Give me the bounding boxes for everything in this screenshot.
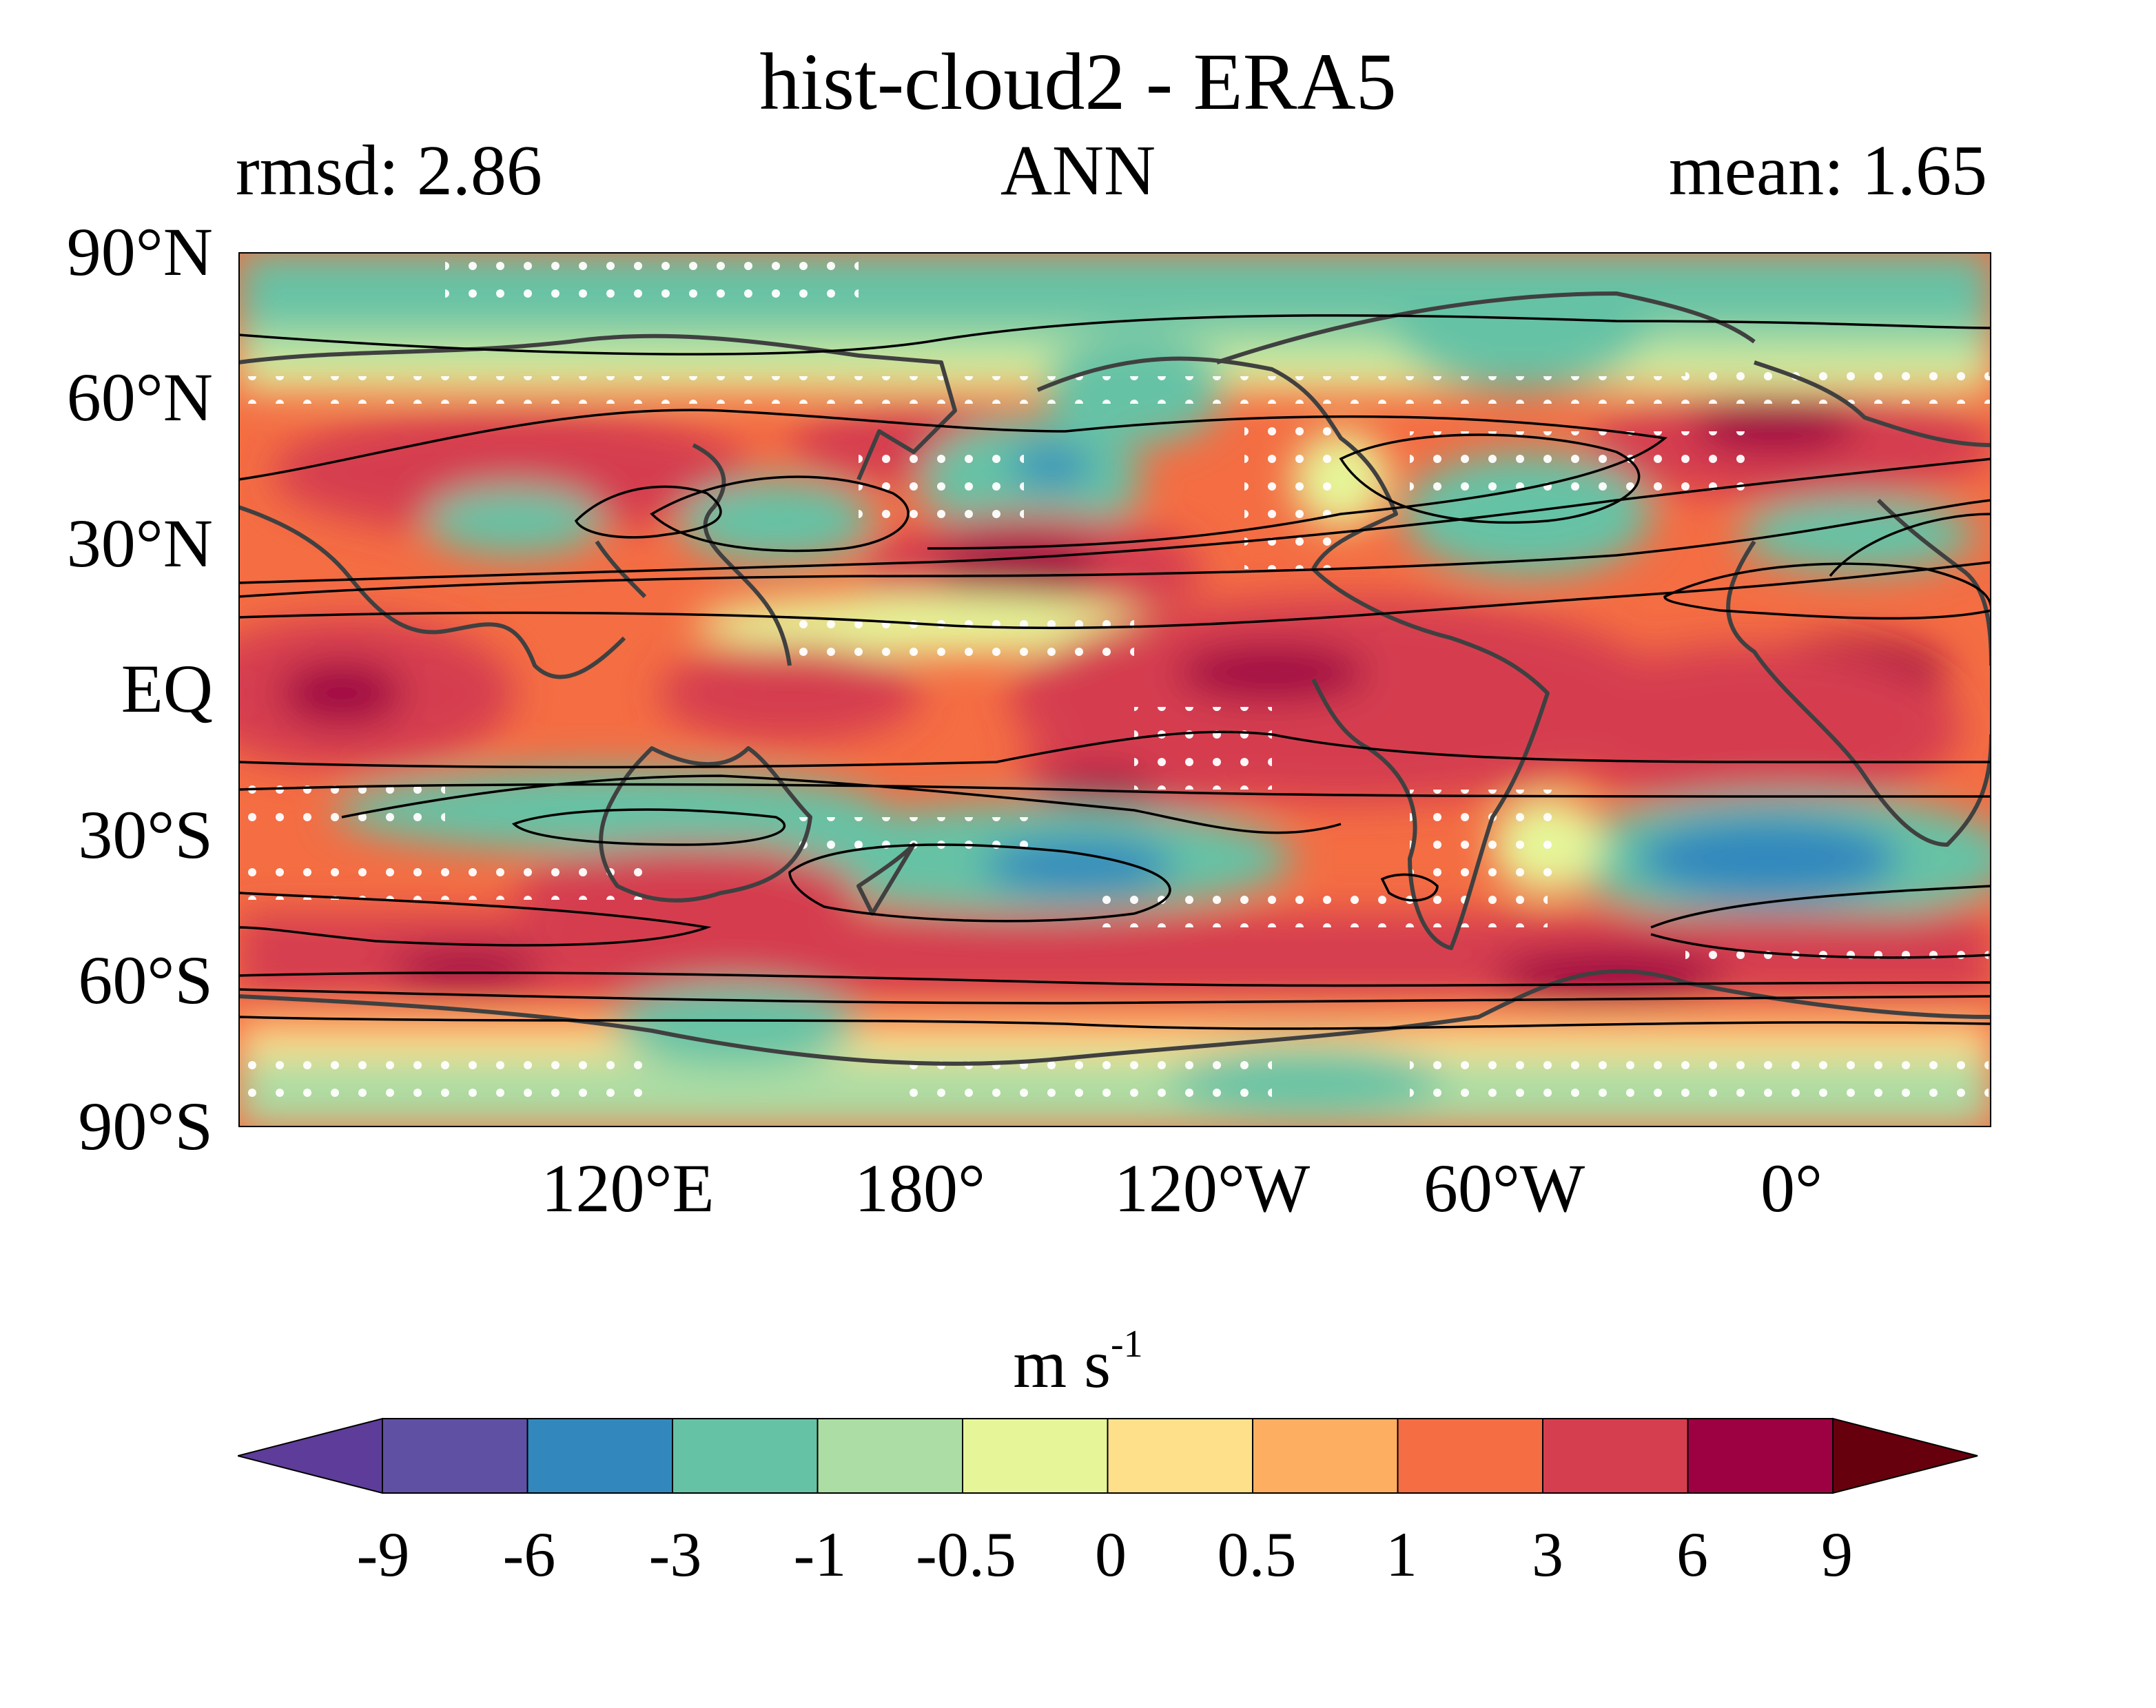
lat-tick-30n: 30°N: [66, 505, 213, 582]
lon-tick-120e: 120°E: [541, 1150, 715, 1226]
lon-tick-180: 180°: [854, 1150, 985, 1226]
lat-tick-90s: 90°S: [78, 1088, 213, 1164]
cbar-label-8: 3: [1532, 1519, 1563, 1589]
colorbar-cell-9: [1687, 1418, 1834, 1494]
colorbar-cell-6: [1252, 1418, 1399, 1494]
lon-tick-60w: 60°W: [1423, 1150, 1585, 1226]
cbar-label-10: 9: [1821, 1519, 1853, 1589]
lon-tick-120w: 120°W: [1113, 1150, 1311, 1226]
colorbar: [238, 1417, 1978, 1494]
colorbar-cell-0: [382, 1418, 528, 1494]
plot-title: hist-cloud2 - ERA5: [759, 37, 1397, 127]
colorbar-extend-high: [1832, 1417, 1978, 1494]
colorbar-cell-3: [817, 1418, 963, 1494]
lat-tick-60n: 60°N: [66, 359, 213, 435]
cbar-label-1: -6: [502, 1519, 556, 1589]
colorbar-cell-8: [1542, 1418, 1689, 1494]
lat-tick-90n: 90°N: [66, 214, 213, 290]
cbar-label-9: 6: [1676, 1519, 1708, 1589]
cbar-label-2: -3: [648, 1519, 702, 1589]
lat-tick-30s: 30°S: [78, 796, 213, 873]
lat-tick-eq: EQ: [121, 650, 213, 727]
lon-tick-0: 0°: [1760, 1150, 1823, 1226]
cbar-label-5: 0: [1095, 1519, 1127, 1589]
colorbar-cell-2: [672, 1418, 819, 1494]
colorbar-extend-low: [238, 1417, 383, 1494]
colorbar-cell-4: [962, 1418, 1109, 1494]
cbar-label-7: 1: [1386, 1519, 1417, 1589]
cbar-label-6: 0.5: [1217, 1519, 1297, 1589]
cbar-label-4: -0.5: [916, 1519, 1016, 1589]
season-label: ANN: [1000, 131, 1156, 210]
mean-label: mean: 1.65: [1668, 131, 1987, 210]
units-text: m s: [1013, 1326, 1111, 1402]
difference-map: [238, 252, 1991, 1127]
colorbar-cell-5: [1107, 1418, 1253, 1494]
lat-tick-60s: 60°S: [78, 942, 213, 1018]
units-exponent: -1: [1111, 1322, 1143, 1366]
colorbar-cell-7: [1397, 1418, 1543, 1494]
colorbar-units: m s-1: [0, 1325, 2156, 1399]
rmsd-label: rmsd: 2.86: [236, 131, 542, 210]
cbar-label-3: -1: [793, 1519, 847, 1589]
cbar-label-0: -9: [356, 1519, 410, 1589]
colorbar-cell-1: [526, 1418, 673, 1494]
